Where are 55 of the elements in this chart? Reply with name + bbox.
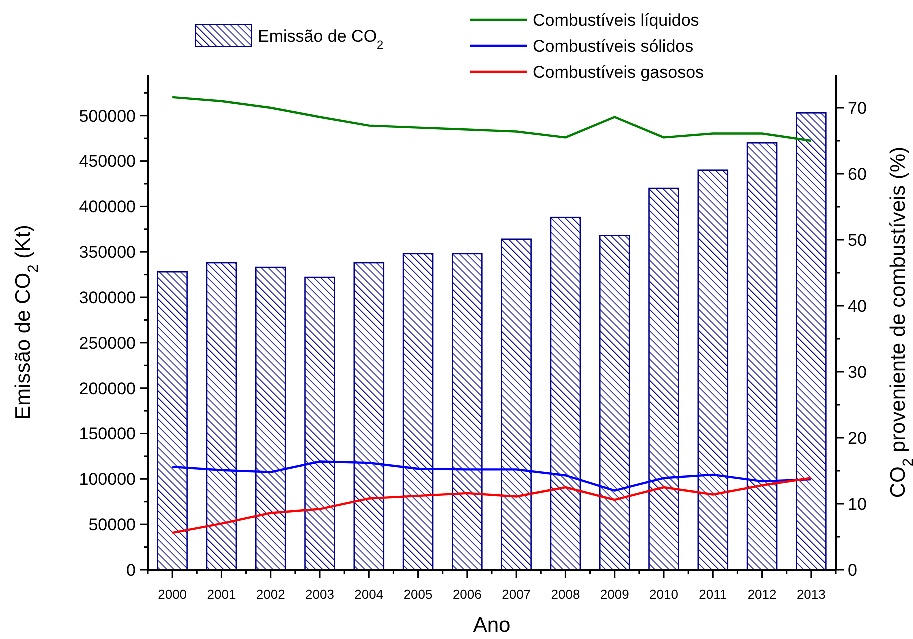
y-tick-label: 350000 xyxy=(79,243,136,262)
x-tick-label: 2004 xyxy=(354,587,384,602)
bar xyxy=(550,216,582,571)
x-tick-label: 2010 xyxy=(650,587,678,602)
bar xyxy=(255,266,286,571)
y2-tick-label: 20 xyxy=(848,428,867,448)
y-tick-label: 0 xyxy=(126,560,136,580)
bar xyxy=(452,253,483,571)
bar xyxy=(157,271,188,571)
y2-tick-label: 30 xyxy=(848,362,867,382)
bar xyxy=(648,188,680,571)
x-tick-label: 2003 xyxy=(306,587,334,602)
legend-label: Combustíveis sólidos xyxy=(533,37,694,56)
y2-tick-label: 50 xyxy=(848,230,867,250)
y-tick-label: 500000 xyxy=(79,106,136,126)
x-tick-label: 2001 xyxy=(207,587,236,602)
bar xyxy=(402,253,434,571)
y-tick-label: 300000 xyxy=(79,288,136,308)
bar xyxy=(354,262,385,571)
bar xyxy=(746,142,778,571)
y-tick-label: 150000 xyxy=(79,424,136,444)
legend-label: Emissão de CO$_{2}$ xyxy=(258,27,384,52)
bar xyxy=(206,262,238,571)
bar xyxy=(304,276,336,571)
line-series xyxy=(171,477,813,534)
x-tick-label: 2008 xyxy=(551,587,580,602)
x-tick-label: 2009 xyxy=(600,587,630,602)
bar xyxy=(698,170,729,571)
y-tick-label: 100000 xyxy=(79,470,136,490)
legend-label: Combustíveis líquidos xyxy=(533,11,700,30)
y-tick-label: 450000 xyxy=(79,152,136,172)
x-tick-label: 2012 xyxy=(748,587,777,602)
y2-tick-label: 40 xyxy=(848,296,867,316)
y2-tick-label: 70 xyxy=(848,98,867,118)
x-tick-label: 2000 xyxy=(158,587,188,602)
y-tick-label: 200000 xyxy=(79,379,136,398)
x-tick-label: 2011 xyxy=(699,587,728,602)
y-tick-label: 400000 xyxy=(79,198,136,217)
x-tick-label: 2013 xyxy=(796,587,826,602)
x-tick-label: 2002 xyxy=(256,587,286,602)
y2-tick-label: 10 xyxy=(848,494,867,514)
y-tick-label: 250000 xyxy=(79,334,136,353)
y-tick-label: 50000 xyxy=(88,516,136,535)
bar xyxy=(501,238,532,571)
bar xyxy=(796,112,827,571)
line-series xyxy=(171,460,813,492)
legend-label: Combustíveis gasosos xyxy=(533,63,704,82)
x-axis-title: Ano xyxy=(473,614,511,637)
y2-tick-label: 60 xyxy=(848,164,867,184)
x-tick-label: 2007 xyxy=(502,587,532,602)
x-tick-label: 2006 xyxy=(452,587,482,602)
bar xyxy=(599,235,630,571)
x-tick-label: 2005 xyxy=(404,587,433,602)
line-series xyxy=(171,96,813,142)
y2-tick-label: 0 xyxy=(848,560,858,580)
